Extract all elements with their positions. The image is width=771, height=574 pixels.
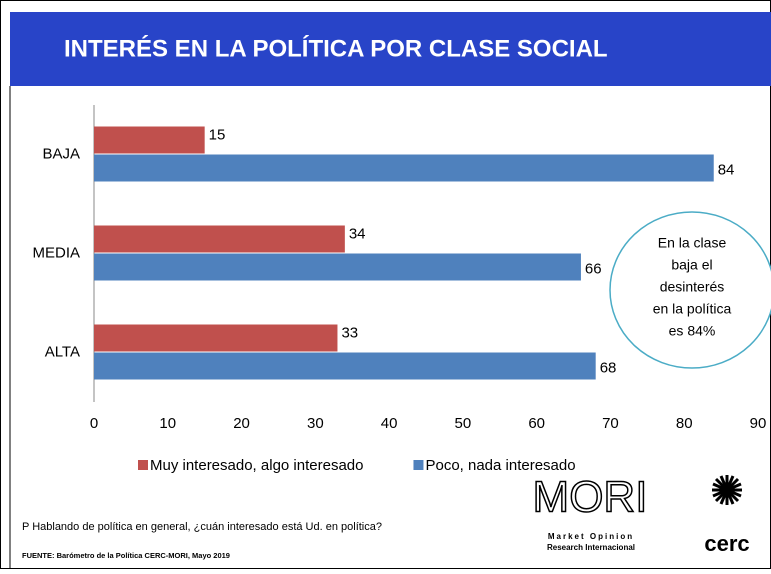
bar [94, 155, 714, 182]
annotation-line: en la política [653, 301, 732, 317]
bar [94, 325, 337, 352]
legend-swatch [413, 460, 423, 470]
mori-line1: Market Opinion [548, 532, 634, 541]
value-label: 66 [585, 260, 602, 277]
x-tick-label: 10 [159, 415, 176, 432]
x-tick-label: 60 [528, 415, 545, 432]
slide: INTERÉS EN LA POLÍTICA POR CLASE SOCIAL … [0, 0, 771, 569]
y-tick-label: BAJA [42, 145, 80, 162]
page: {"chart_data": {"type": "hbar", "title":… [0, 0, 771, 569]
value-label: 34 [349, 225, 366, 242]
value-label: 33 [341, 324, 358, 341]
y-tick-label: MEDIA [32, 244, 80, 261]
value-label: 84 [718, 161, 735, 178]
question: P Hablando de política en general, ¿cuán… [22, 521, 382, 533]
legend-label: Poco, nada interesado [425, 457, 575, 474]
bar [94, 254, 581, 281]
cerc-burst [712, 475, 742, 505]
annotation-line: desinterés [660, 279, 725, 295]
x-tick-label: 40 [381, 415, 398, 432]
legend-label: Muy interesado, algo interesado [150, 457, 363, 474]
x-tick-label: 80 [676, 415, 693, 432]
mori-logo: MORI [533, 473, 648, 522]
annotation-line: es 84% [669, 323, 716, 339]
value-label: 68 [600, 359, 617, 376]
mori-line2: Research Internacional [547, 543, 635, 552]
bar [94, 353, 596, 380]
annotation-line: baja el [671, 257, 712, 273]
legend-swatch [138, 460, 148, 470]
x-tick-label: 70 [602, 415, 619, 432]
bar [94, 226, 345, 253]
value-label: 15 [209, 126, 226, 143]
cerc-logo: cerc [704, 531, 749, 556]
x-tick-label: 50 [455, 415, 472, 432]
x-tick-label: 30 [307, 415, 324, 432]
y-tick-label: ALTA [45, 343, 80, 360]
source: FUENTE: Barómetro de la Política CERC-MO… [22, 551, 230, 560]
chart-title: INTERÉS EN LA POLÍTICA POR CLASE SOCIAL [64, 34, 608, 62]
x-tick-label: 20 [233, 415, 250, 432]
x-tick-label: 90 [750, 415, 767, 432]
annotation-line: En la clase [658, 235, 727, 251]
x-tick-label: 0 [90, 415, 98, 432]
bar [94, 127, 205, 154]
